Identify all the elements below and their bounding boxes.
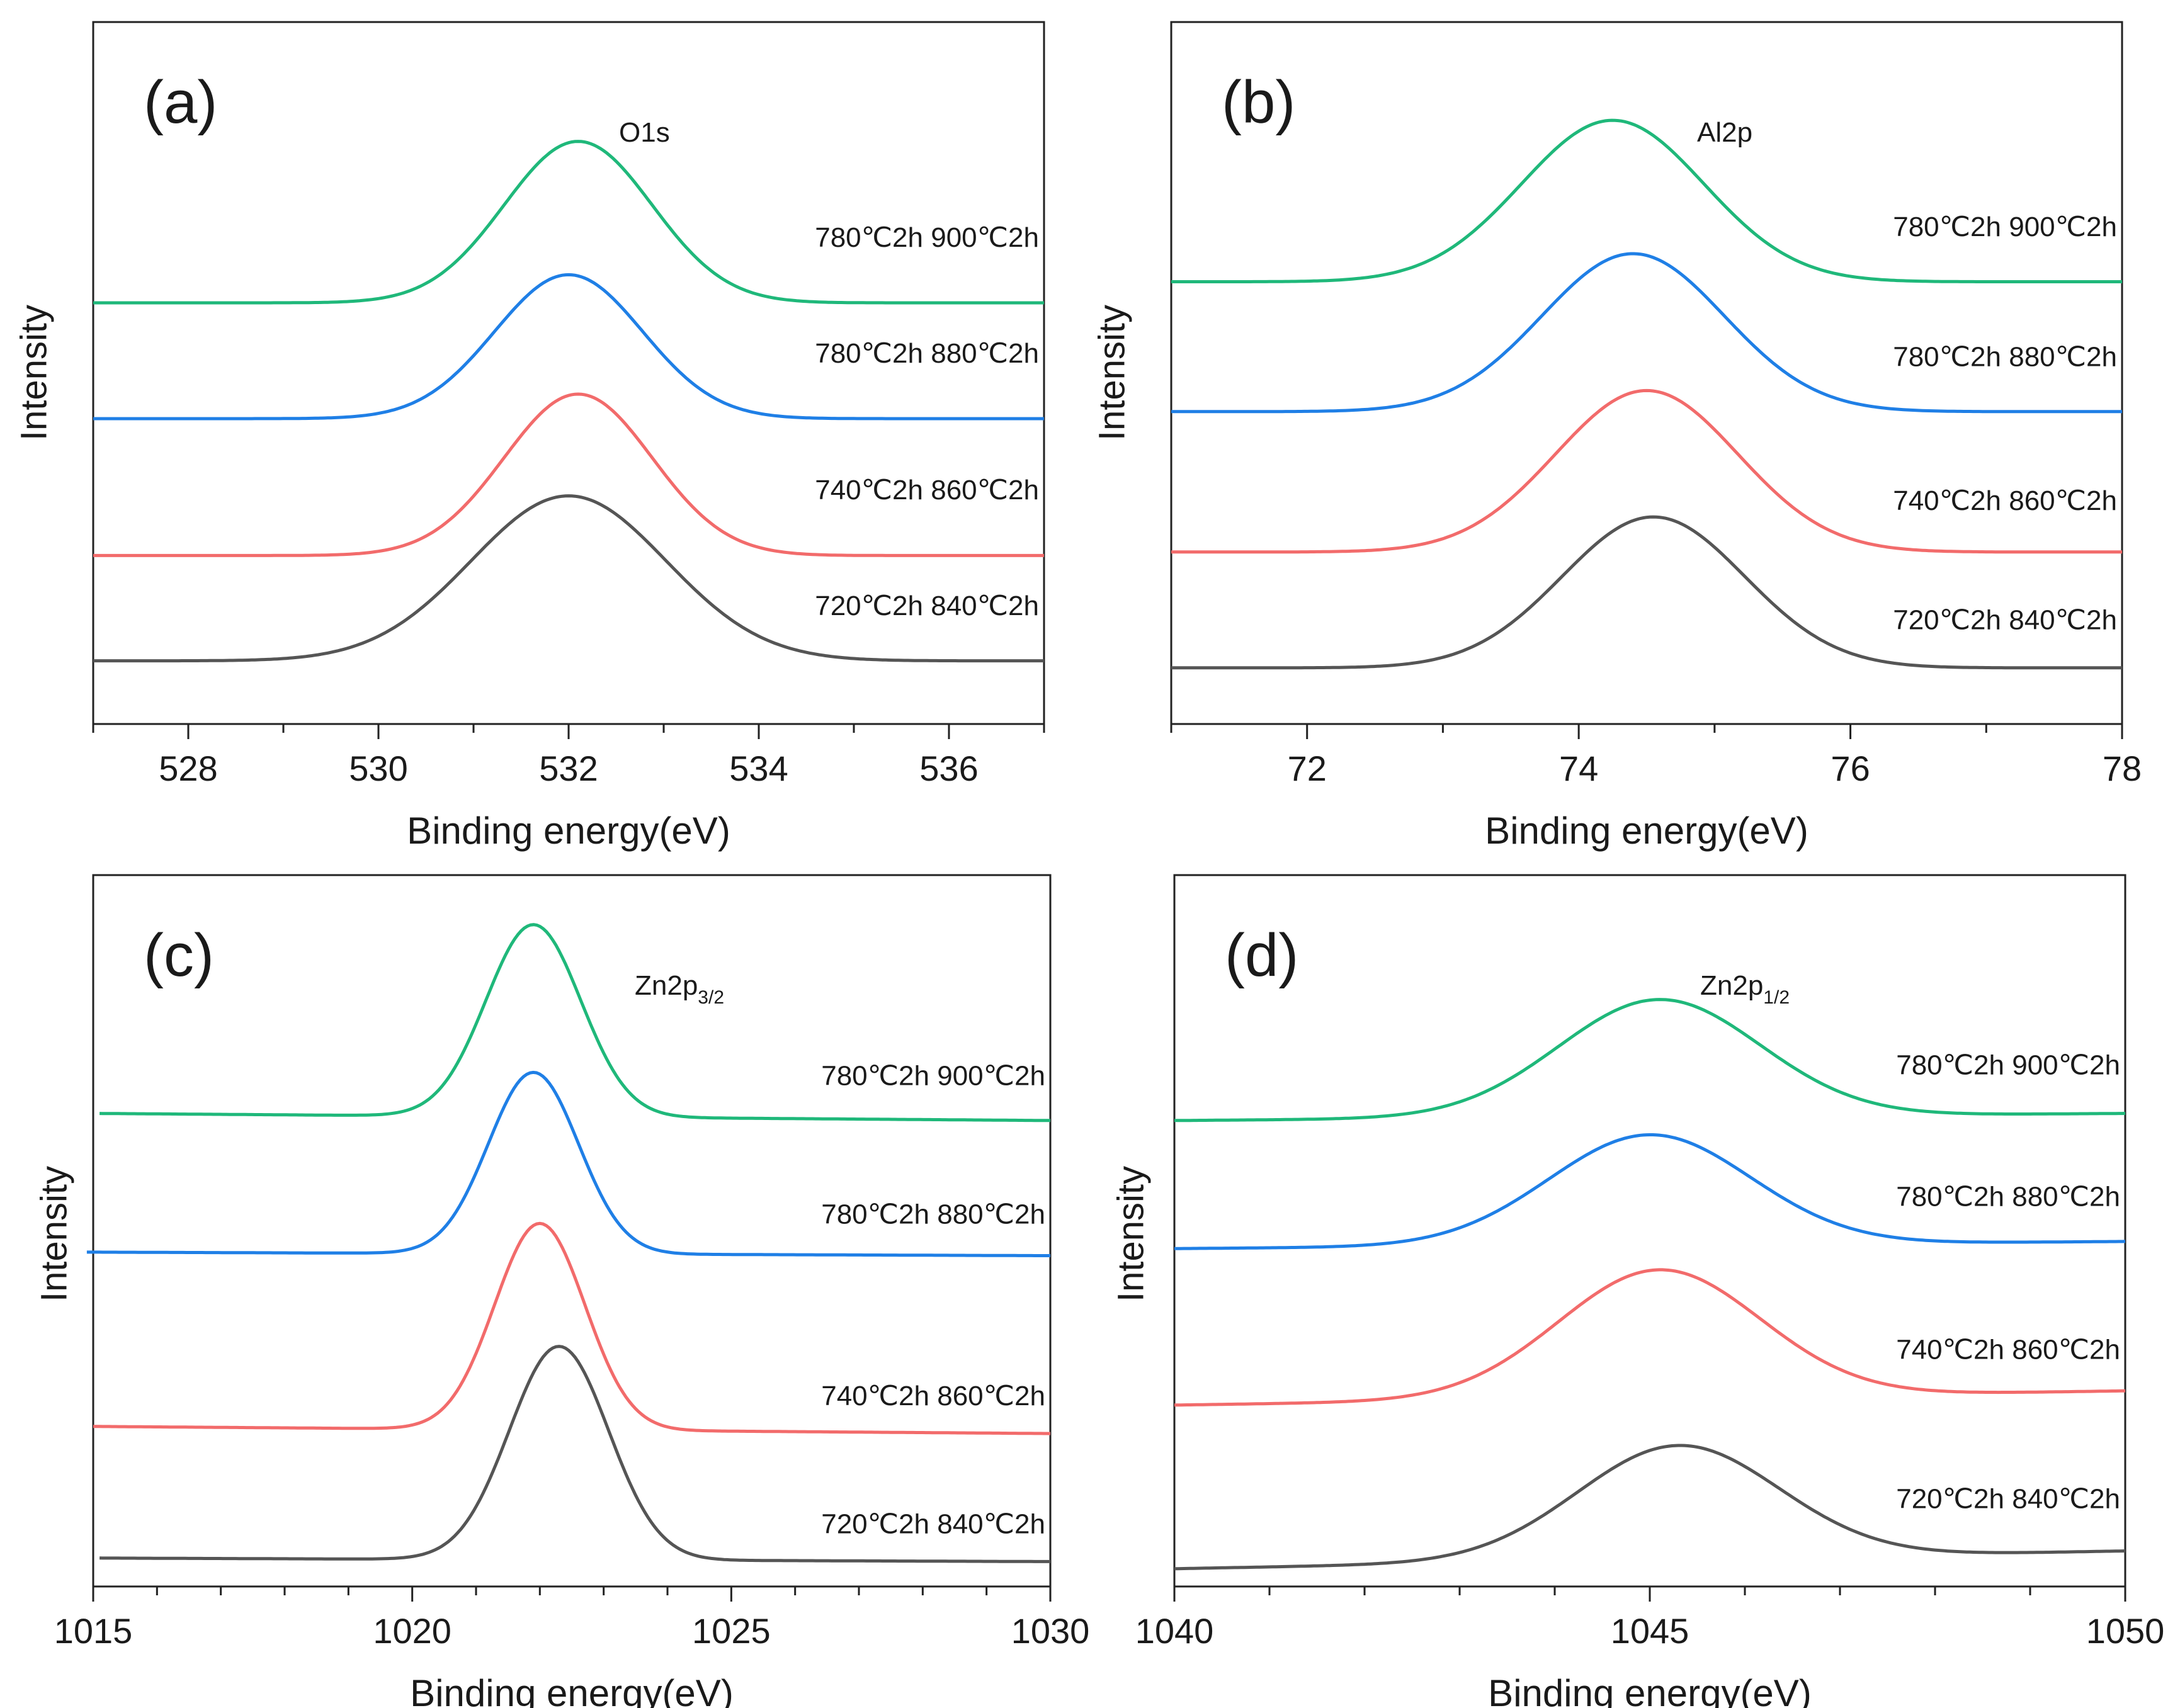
plot-frame [1170,21,2123,725]
series-label: 740℃2h 860℃2h [815,475,1039,506]
peak-label: Al2p [1697,117,1752,148]
y-axis-label: Intensity [1110,1166,1151,1302]
x-tick-label: 1015 [54,1611,133,1651]
series-label: 780℃2h 900℃2h [815,222,1039,253]
chart-panel-a: 528 530 532 534 536 Binding energy(eV) Intensi… [13,21,1045,852]
x-tick-label: 1050 [2086,1611,2165,1651]
peak-label-main: Zn2p [1700,970,1763,1001]
x-axis-label: Binding energy(eV) [407,810,730,852]
panel-label: (c) [144,922,214,989]
peak-label-main: Al2p [1697,117,1752,148]
peak-label: Zn2p3/2 [635,970,724,1008]
peak-label-main: Zn2p [635,970,698,1001]
series-line-2 [1174,1268,2126,1407]
x-tick-label: 1040 [1135,1611,1214,1651]
series-label: 780℃2h 900℃2h [1893,212,2117,242]
x-tick-label: 1045 [1611,1611,1689,1651]
series-label: 720℃2h 840℃2h [1893,604,2117,635]
series-line-2 [93,1221,1051,1435]
series-line-3 [1171,252,2122,414]
plot-frame [1173,874,2126,1588]
series-label: 780℃2h 880℃2h [1893,341,2117,372]
peak-label: O1s [619,117,670,148]
plot-frame [92,874,1052,1588]
y-axis-label: Intensity [1091,305,1132,441]
x-tick-label: 532 [539,749,598,788]
series-line-2 [1171,388,2122,554]
series-line-1 [99,1345,1050,1563]
panel-label: (a) [144,69,217,136]
series-label: 720℃2h 840℃2h [815,591,1039,621]
series-label: 780℃2h 880℃2h [1896,1181,2120,1212]
x-axis-label: Binding energy(eV) [1485,810,1808,852]
series-label: 740℃2h 860℃2h [821,1381,1045,1411]
y-axis-label: Intensity [33,1166,74,1302]
chart-panel-d: 1040 1045 1050 Binding energy(eV) Intensity (… [1110,874,2165,1708]
series-line-2 [93,392,1044,557]
series-label: 780℃2h 900℃2h [821,1060,1045,1091]
chart-panel-c: 1015 1020 1025 1030 Binding energy(eV) Intens… [33,874,1090,1708]
series-line-4 [93,140,1044,305]
panel-label: (d) [1225,922,1298,989]
series-label: 740℃2h 860℃2h [1893,485,2117,516]
x-tick-label: 534 [729,749,788,788]
series-line-4 [1174,998,2126,1123]
series-line-3 [93,273,1044,421]
chart-panel-b: 72 74 76 78 Binding energy(eV) Intensity (b) Al… [1091,21,2142,852]
y-axis-label: Intensity [13,305,54,441]
series-line-4 [99,923,1050,1123]
x-tick-label: 78 [2103,749,2142,788]
x-tick-label: 1030 [1011,1611,1090,1651]
series-line-1 [93,494,1044,663]
series-label: 780℃2h 880℃2h [821,1199,1045,1230]
x-tick-label: 76 [1831,749,1870,788]
series-label: 780℃2h 900℃2h [1896,1049,2120,1080]
x-axis-label: Binding energy(eV) [1488,1672,1812,1708]
peak-label: Zn2p1/2 [1700,970,1790,1008]
x-tick-label: 536 [919,749,978,788]
series-label: 720℃2h 840℃2h [1896,1484,2120,1515]
x-tick-label: 72 [1288,749,1327,788]
series-label: 720℃2h 840℃2h [821,1508,1045,1539]
series-line-3 [86,1070,1050,1257]
peak-label-subscript: 1/2 [1763,987,1790,1008]
panel-label: (b) [1222,69,1295,136]
series-line-3 [1174,1133,2126,1250]
x-tick-label: 74 [1559,749,1598,788]
series-line-1 [1174,1444,2126,1571]
series-line-4 [1171,118,2122,283]
peak-label-main: O1s [619,117,670,148]
x-tick-label: 530 [349,749,407,788]
x-axis-label: Binding energy(eV) [410,1672,734,1708]
x-tick-label: 528 [159,749,217,788]
series-label: 780℃2h 880℃2h [815,338,1039,369]
x-tick-label: 1020 [373,1611,451,1651]
series-label: 740℃2h 860℃2h [1896,1334,2120,1365]
x-tick-label: 1025 [692,1611,771,1651]
series-line-1 [1171,515,2122,670]
peak-label-subscript: 3/2 [698,987,724,1008]
